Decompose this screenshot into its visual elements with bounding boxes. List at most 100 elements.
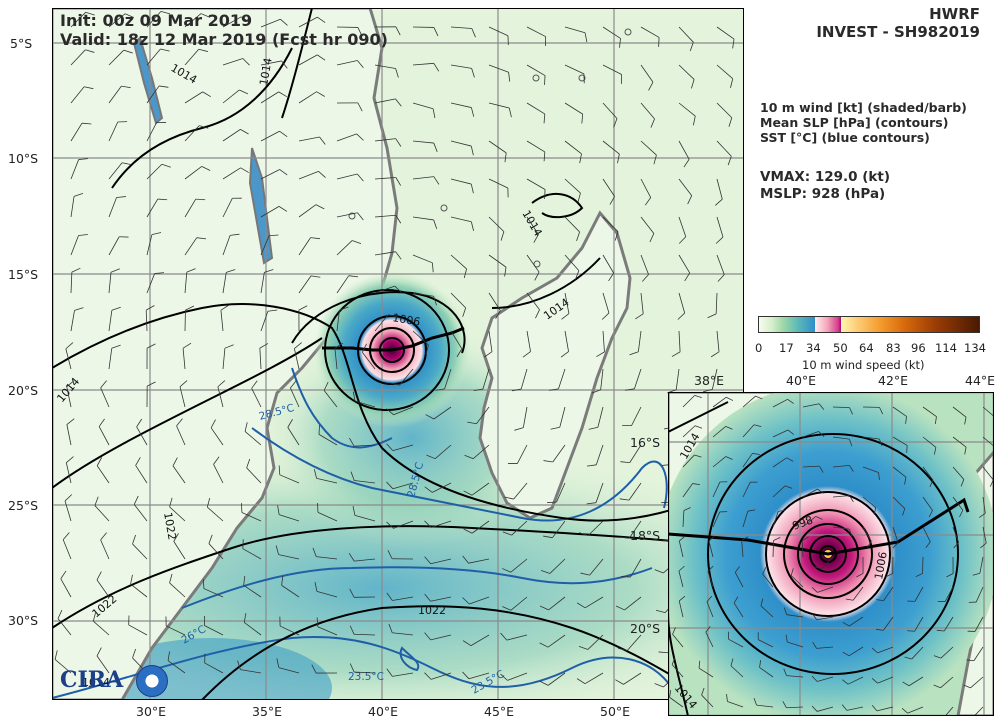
wind-barb-flag (424, 672, 432, 680)
wind-barb (623, 672, 642, 685)
wind-barb-flag (575, 270, 580, 280)
wind-barb (587, 634, 604, 650)
wind-barb (832, 436, 850, 440)
storm-track (322, 326, 465, 352)
wind-barb (907, 706, 924, 714)
wind-barb-flag (96, 647, 102, 657)
wind-barb (450, 292, 466, 309)
wind-barb-flag (694, 454, 702, 458)
wind-barb-flag (290, 380, 297, 389)
wind-barb-flag (650, 118, 655, 128)
wind-barb-flag (560, 351, 569, 358)
contour-label: 1006 (391, 311, 421, 329)
wind-barb-flag (349, 588, 355, 598)
wind-barb (96, 579, 110, 598)
wind-barb-flag (615, 679, 624, 685)
wind-barb (701, 694, 714, 708)
wind-barb-flag (463, 490, 473, 496)
wind-barb (210, 427, 224, 446)
wind-barb (944, 586, 954, 602)
legend-wind: 10 m wind [kt] (shaded/barb) (760, 100, 967, 115)
wind-barb (716, 216, 724, 238)
wind-barb (507, 672, 528, 681)
wind-barb-flag (462, 640, 472, 646)
wind-barb (298, 16, 318, 28)
island (624, 28, 632, 36)
wind-barb (70, 49, 86, 66)
wind-barb-flag (849, 407, 853, 415)
wind-barb (222, 198, 233, 218)
wind-barb (108, 13, 126, 28)
wind-barb (184, 125, 200, 142)
wind-barb-flag (741, 536, 749, 541)
wind-barb (816, 706, 834, 712)
wind-barb (246, 467, 262, 484)
wind-barb (974, 616, 984, 632)
wind-barb (146, 234, 153, 256)
wind-barb (678, 140, 690, 160)
wind-barb (716, 64, 734, 80)
wind-barb-flag (386, 408, 394, 416)
wind-barb-flag (802, 536, 809, 541)
wind-barb (705, 631, 714, 648)
wind-barb-flag (730, 78, 734, 88)
wind-barb-flag (74, 307, 84, 311)
wind-barb (511, 520, 528, 536)
wind-barb (66, 386, 72, 408)
wind-barb (640, 140, 657, 156)
wind-barb (742, 395, 756, 408)
wind-barb-flag (635, 313, 644, 320)
wind-barb (374, 214, 396, 218)
wind-barb-flag (281, 60, 288, 69)
wind-barb (556, 482, 566, 503)
wind-barb (587, 520, 604, 536)
wind-barb (488, 330, 493, 352)
wind-barb (564, 292, 570, 314)
wind-barb-flag (811, 705, 818, 712)
wind-barb (96, 465, 110, 484)
wind-barb-flag (972, 572, 981, 576)
wind-barb-flag (904, 656, 912, 660)
wind-barb (922, 466, 934, 481)
wind-barb-flag (132, 534, 136, 545)
wind-barb (317, 626, 338, 636)
wind-barb-flag (584, 32, 588, 43)
wind-barb-flag (811, 675, 818, 682)
wind-barb-flag (818, 431, 825, 437)
wind-barb-flag (543, 151, 546, 162)
inset-lat-label: 18°S (630, 528, 661, 543)
wind-barb-flag (294, 342, 302, 349)
wind-barb-flag (433, 219, 438, 229)
wind-barb-flag (318, 171, 326, 178)
wind-barb (450, 26, 472, 29)
wind-barb (65, 462, 72, 484)
wind-barb (678, 600, 684, 618)
wind-barb (354, 444, 376, 447)
wind-barb-flag (206, 497, 211, 508)
wind-barb (298, 170, 319, 180)
wind-barb-flag (875, 628, 884, 631)
lat-label: 5°S (10, 36, 33, 51)
wind-barb (60, 578, 72, 598)
wind-barb-flag (964, 417, 967, 425)
wind-barb-flag (785, 634, 788, 643)
wind-barb (982, 526, 987, 544)
wind-barb-flag (504, 496, 514, 500)
wind-barb (374, 251, 396, 256)
wind-barb-flag (349, 663, 355, 673)
wind-barb (640, 216, 655, 234)
wind-barb (251, 388, 262, 408)
wind-barb (242, 548, 262, 560)
wind-barb-flag (812, 641, 817, 649)
wind-barb (712, 481, 721, 498)
wind-barb-flag (601, 312, 610, 320)
wind-barb (877, 646, 894, 654)
wind-barb-flag (871, 677, 878, 684)
wind-barb (488, 216, 505, 232)
wind-barb-flag (543, 535, 553, 539)
wind-barb (628, 520, 642, 539)
wind-barb (802, 431, 819, 438)
wind-barb (298, 54, 318, 66)
colorbar-tick: 134 (964, 341, 986, 355)
wind-barb-flag (349, 437, 355, 447)
